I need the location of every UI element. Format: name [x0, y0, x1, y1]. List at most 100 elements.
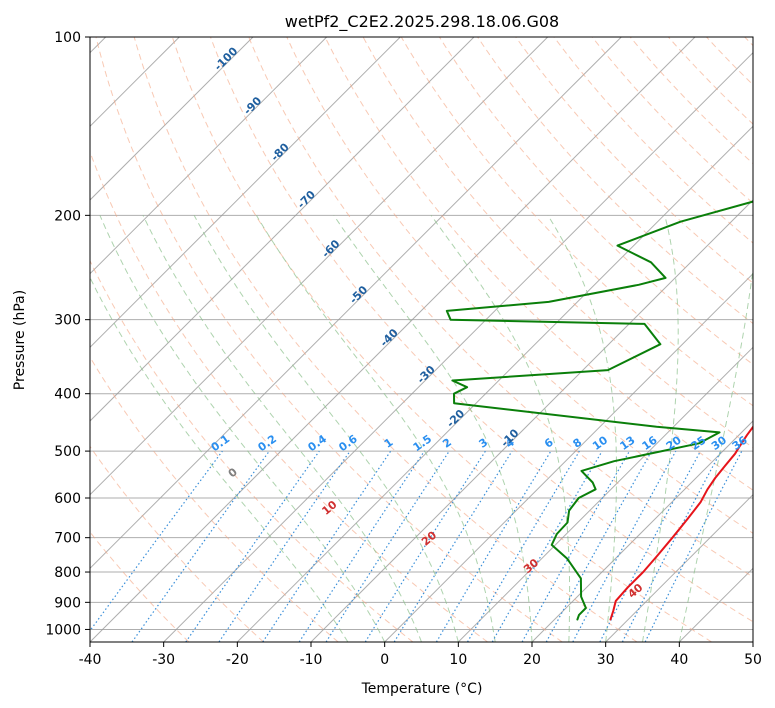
isotherm-line: [90, 37, 254, 201]
x-tick-label: 40: [670, 652, 688, 668]
dry-adiabat-line: [668, 37, 753, 125]
mixing-ratio-line: [131, 450, 270, 642]
mixing-ratio-line: [393, 450, 513, 642]
mixing-ratio-line: [572, 450, 677, 642]
isotherm-line: [163, 51, 753, 642]
dry-adiabat-line: [629, 37, 753, 165]
dry-adiabat-line: [90, 356, 339, 642]
x-tick-label: -30: [152, 652, 175, 668]
y-tick-label: 400: [54, 387, 81, 403]
dry-adiabat-line: [553, 37, 753, 244]
isotherm-line: [90, 37, 696, 642]
axes: -40 -30 -20 -10 0 10 20 30 40 5010020030040050060…: [45, 30, 762, 668]
y-tick-label: 900: [54, 595, 81, 611]
dry-adiabat-line: [477, 37, 753, 325]
mixing-ratio-line: [599, 450, 702, 642]
isotherm-line: [90, 37, 475, 422]
moist-adiabat-line: [142, 215, 422, 642]
dry-adiabat-line: [362, 37, 753, 449]
mixing-ratio-line: [185, 450, 320, 642]
y-tick-label: 700: [54, 531, 81, 547]
x-tick-label: -40: [79, 652, 102, 668]
isotherm-label: -100: [212, 44, 241, 73]
x-tick-label: 10: [449, 652, 467, 668]
isotherm-line: [384, 272, 753, 642]
mixing-ratio-label: 25: [688, 434, 708, 453]
y-tick-label: 600: [54, 491, 81, 507]
mixing-ratio-line: [325, 450, 450, 642]
dry-adiabat-label: 0: [226, 465, 240, 480]
x-tick-label: 0: [380, 652, 389, 668]
isotherm-label: -30: [415, 363, 438, 386]
isotherm-label: -10: [498, 426, 521, 449]
dry-adiabat-line: [591, 37, 753, 204]
line-annotations: 0.1 0.2 0.4 0.6 1 1.5 2 3 4 6 8 10 13 16 20 25 30 36-100-…: [209, 44, 750, 600]
mixing-ratio-line: [218, 450, 351, 642]
x-tick-label: 20: [523, 652, 541, 668]
mixing-ratio-label: 2: [440, 436, 454, 451]
mixing-ratio-line: [521, 450, 631, 642]
y-axis-label: Pressure (hPa): [12, 290, 28, 390]
isotherm-label: -70: [295, 188, 318, 211]
isotherm-label: -20: [444, 407, 467, 430]
isotherm-line: [531, 420, 753, 642]
mixing-ratio-line: [435, 450, 552, 642]
y-tick-label: 800: [54, 565, 81, 581]
mixing-ratio-line: [262, 450, 392, 642]
dry-adiabat-line: [515, 37, 753, 284]
isotherm-line: [678, 567, 753, 642]
isotherm-label: -90: [241, 94, 264, 117]
moist-adiabat-line: [193, 215, 459, 642]
x-tick-label: 30: [597, 652, 615, 668]
dry-adiabat-line: [95, 37, 563, 642]
isotherm-label: -40: [378, 326, 401, 349]
isotherm-label: -50: [347, 283, 370, 306]
mixing-ratio-label: 10: [590, 433, 610, 453]
temperature-profile-line: [609, 425, 753, 621]
dry-adiabat-label: 40: [625, 581, 645, 601]
dry-adiabat-line: [133, 37, 638, 642]
mixing-ratio-label: 16: [640, 433, 660, 453]
moist-adiabat-line: [99, 215, 386, 642]
dry-adiabat-line: [248, 37, 753, 578]
mixing-ratio-line: [545, 450, 653, 642]
x-tick-label: -10: [300, 652, 323, 668]
x-axis-label: Temperature (°C): [361, 681, 483, 697]
mixing-ratio-label: 8: [571, 436, 585, 451]
x-tick-label: 50: [744, 652, 762, 668]
y-tick-label: 1000: [45, 622, 81, 638]
dry-adiabat-line: [90, 259, 414, 642]
y-tick-label: 100: [54, 30, 81, 46]
isotherm-line: [90, 37, 622, 570]
dry-adiabat-label: 10: [320, 498, 340, 518]
dry-adiabat-line: [90, 150, 488, 642]
isotherm-line: [236, 125, 753, 642]
chart-title: wetPf2_C2E2.2025.298.18.06.G08: [285, 12, 559, 32]
moist-adiabat-line: [430, 215, 571, 642]
isotherm-label: -80: [269, 140, 292, 163]
dry-adiabat-line: [324, 37, 753, 491]
isotherm-line: [605, 493, 753, 642]
x-tick-label: -20: [226, 652, 249, 668]
isotherm-line: [90, 37, 328, 275]
y-tick-label: 300: [54, 313, 81, 329]
sounding-profiles: [445, 200, 753, 621]
dewpoint-profile-line: [445, 200, 753, 621]
dry-adiabat-line: [90, 445, 264, 642]
mixing-ratio-line: [90, 450, 223, 632]
isotherm-line: [457, 346, 753, 642]
mixing-ratio-line: [298, 450, 425, 642]
y-tick-label: 200: [54, 208, 81, 224]
mixing-ratio-label: 6: [542, 436, 556, 451]
mixing-ratio-line: [644, 450, 743, 642]
moist-adiabat-line: [642, 215, 679, 642]
mixing-ratio-label: 13: [617, 434, 637, 453]
dry-adiabat-line: [171, 37, 712, 642]
dry-adiabat-line: [90, 531, 190, 642]
isotherm-line: [90, 37, 401, 349]
dry-adiabat-line: [400, 37, 753, 407]
mixing-ratio-label: 1: [382, 436, 396, 451]
y-tick-label: 500: [54, 444, 81, 460]
moist-adiabat-line: [333, 215, 533, 642]
